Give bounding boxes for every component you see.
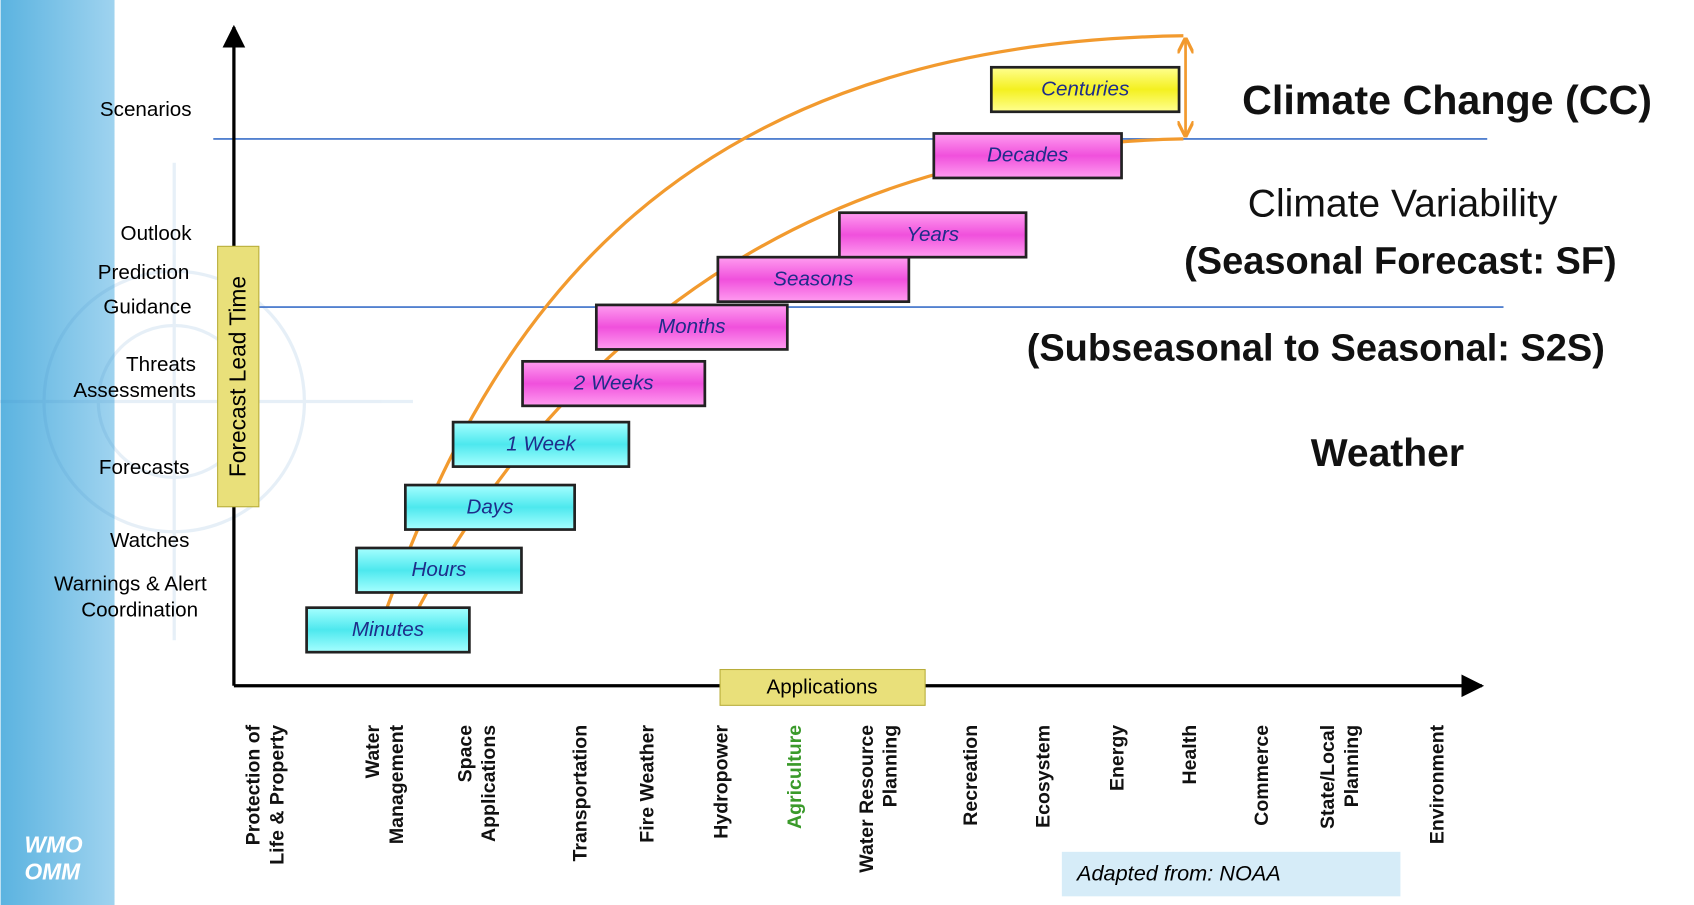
side-band: [0, 0, 115, 905]
x-category: Water: [362, 724, 384, 778]
scale-box: [989, 65, 1181, 114]
scale-label: Years: [906, 223, 959, 246]
x-category: Water Resource: [856, 725, 878, 873]
x-category: State/Local: [1317, 725, 1339, 829]
scale-label: Decades: [987, 144, 1068, 167]
x-category: Health: [1179, 725, 1201, 785]
x-category: Environment: [1427, 724, 1449, 844]
y-label: Watches: [110, 529, 189, 552]
y-label: Assessments: [73, 379, 196, 402]
x-category: Ecosystem: [1033, 725, 1055, 828]
y-label: Warnings & Alert: [54, 572, 207, 595]
scale-box: [451, 420, 631, 468]
scale-box: [594, 303, 789, 351]
x-category: Hydropower: [710, 724, 732, 838]
y-label: Guidance: [103, 296, 191, 319]
source-note: Adapted from: NOAA: [1075, 860, 1281, 885]
x-axis-title: Applications: [766, 675, 877, 698]
x-category: Applications: [478, 725, 500, 842]
y-label: Prediction: [98, 261, 190, 284]
region-label: (Seasonal Forecast: SF): [1184, 241, 1617, 283]
scale-label: Centuries: [1041, 78, 1129, 101]
scale-box: [355, 546, 523, 594]
region-label: Weather: [1311, 432, 1464, 475]
scale-box: [838, 211, 1028, 259]
x-category: Agriculture: [784, 725, 806, 829]
x-category: Recreation: [960, 725, 982, 826]
x-category: Commerce: [1251, 725, 1273, 826]
x-category: Planning: [1341, 725, 1363, 807]
y-label: Scenarios: [100, 98, 192, 121]
scale-box: [521, 359, 707, 408]
scale-box: [305, 606, 471, 654]
scale-label: Hours: [411, 558, 466, 581]
region-label: (Subseasonal to Seasonal: S2S): [1027, 328, 1605, 370]
scale-box: [932, 132, 1123, 180]
x-category: Space: [454, 725, 476, 783]
scale-box: [403, 483, 576, 531]
scale-label: Seasons: [773, 267, 853, 290]
region-label: Climate Variability: [1248, 182, 1558, 225]
logo: WMO: [24, 831, 82, 857]
x-axis-title-box: [719, 668, 926, 706]
scale-label: Days: [467, 495, 514, 518]
x-category: Energy: [1106, 725, 1128, 791]
x-category: Protection of: [243, 724, 265, 845]
y-label: Threats: [126, 353, 196, 376]
scale-label: 1 Week: [506, 432, 577, 455]
region-label: Climate Change (CC): [1242, 77, 1652, 123]
y-label: Coordination: [81, 598, 198, 621]
content: Scenarios Outlook Prediction Guidance Threat…: [24, 65, 1652, 885]
x-category: Life & Property: [267, 725, 289, 865]
scale-label: Minutes: [352, 618, 424, 641]
scale-label: 2 Weeks: [573, 372, 654, 395]
x-category: Management: [386, 724, 408, 844]
y-label: Outlook: [121, 222, 193, 245]
y-label: Forecasts: [99, 456, 189, 479]
watermark: [0, 162, 413, 641]
source-box: [1061, 851, 1401, 897]
y-axis-title: Forecast Lead Time: [224, 276, 250, 477]
logo: OMM: [24, 859, 81, 885]
scale-box: [716, 255, 911, 304]
y-axis-title-box: [217, 245, 260, 508]
x-category: Fire Weather: [637, 724, 659, 842]
scale-label: Months: [658, 315, 726, 338]
x-category: Planning: [880, 725, 902, 807]
x-category: Transportation: [569, 725, 591, 862]
